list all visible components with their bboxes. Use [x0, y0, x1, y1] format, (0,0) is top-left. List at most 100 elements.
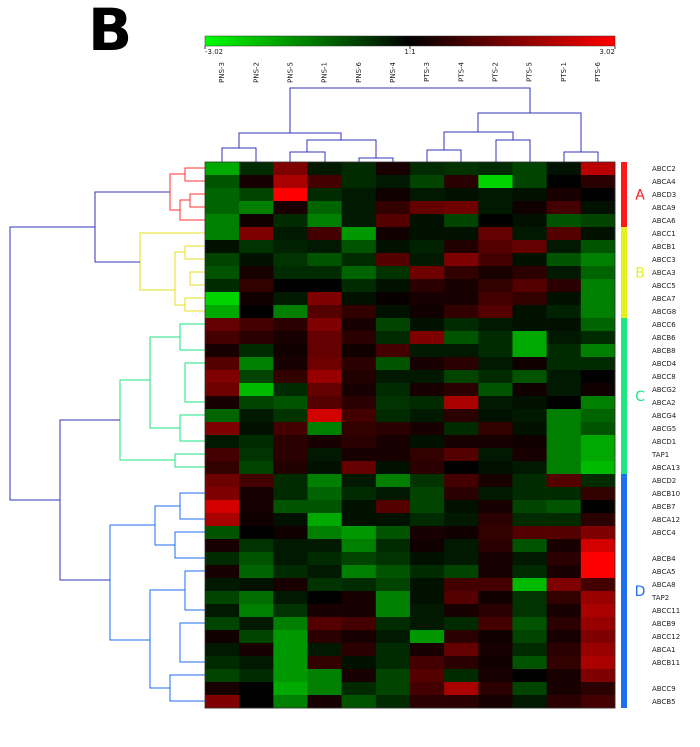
cell	[546, 318, 582, 332]
cell	[239, 682, 274, 696]
cell	[444, 409, 479, 423]
row-label: ABCA5	[652, 568, 676, 576]
cell	[239, 578, 274, 592]
cell	[205, 266, 240, 280]
cell	[410, 279, 445, 293]
row-label: ABCA1	[652, 646, 676, 654]
cell	[239, 383, 274, 397]
cell	[546, 591, 582, 605]
cell	[307, 630, 342, 644]
cell	[375, 162, 411, 176]
cell	[375, 565, 411, 579]
cell	[375, 591, 411, 605]
column-dendrogram	[221, 87, 599, 162]
cluster-bar	[621, 162, 627, 227]
cell	[478, 474, 513, 488]
cell	[478, 188, 513, 202]
cell	[375, 695, 411, 709]
cell	[205, 370, 240, 384]
cell	[341, 591, 377, 605]
row-label: ABCB9	[652, 620, 676, 628]
cell	[239, 227, 274, 241]
cell	[546, 175, 582, 189]
cell	[410, 318, 445, 332]
cell	[478, 201, 513, 215]
cell	[478, 656, 513, 670]
row-label: ABCD4	[652, 360, 677, 368]
cell	[546, 227, 582, 241]
cell	[410, 604, 445, 618]
column-label: PNS-5	[286, 62, 294, 83]
cell	[546, 630, 582, 644]
column-label: PTS-3	[423, 62, 431, 82]
cell	[512, 630, 547, 644]
cell	[239, 279, 274, 293]
cell	[580, 318, 616, 332]
cell	[307, 682, 342, 696]
cell	[546, 422, 582, 436]
cell	[273, 266, 308, 280]
cell	[580, 604, 616, 618]
cell	[546, 370, 582, 384]
cell	[580, 409, 616, 423]
row-label: ABCB5	[652, 698, 676, 706]
cell	[307, 357, 342, 371]
cell	[512, 487, 547, 501]
cell	[546, 578, 582, 592]
cell	[410, 253, 445, 267]
cell	[307, 669, 342, 683]
cell	[273, 526, 308, 540]
cell	[512, 500, 547, 514]
cell	[375, 552, 411, 566]
cell	[580, 240, 616, 254]
cell	[205, 214, 240, 228]
cell	[580, 214, 616, 228]
cell	[410, 695, 445, 709]
cell	[341, 526, 377, 540]
cell	[341, 474, 377, 488]
cell	[546, 344, 582, 358]
cell	[478, 513, 513, 527]
cell	[273, 253, 308, 267]
cell	[512, 409, 547, 423]
column-label: PTS-5	[526, 62, 534, 82]
cell	[512, 565, 547, 579]
cell	[273, 344, 308, 358]
cell	[410, 383, 445, 397]
cell	[341, 435, 377, 449]
cell	[444, 240, 479, 254]
cell	[410, 448, 445, 462]
cell	[239, 552, 274, 566]
cell	[478, 565, 513, 579]
cell	[580, 448, 616, 462]
cell	[478, 357, 513, 371]
cell	[580, 435, 616, 449]
cell	[341, 487, 377, 501]
cell	[546, 513, 582, 527]
cell	[580, 461, 616, 475]
cell	[375, 448, 411, 462]
cell	[341, 604, 377, 618]
cell	[580, 487, 616, 501]
cell	[410, 396, 445, 410]
cell	[444, 396, 479, 410]
cell	[239, 253, 274, 267]
row-label: ABCB11	[652, 659, 680, 667]
cell	[239, 305, 274, 319]
column-label: PTS-1	[560, 62, 568, 82]
cell	[239, 513, 274, 527]
cell	[307, 266, 342, 280]
row-label: ABCG5	[652, 425, 676, 433]
cell	[205, 643, 240, 657]
cell	[307, 370, 342, 384]
row-label: TAP2	[651, 594, 669, 602]
cell	[410, 240, 445, 254]
cell	[512, 448, 547, 462]
cell	[410, 643, 445, 657]
cell	[375, 227, 411, 241]
cluster-label: B	[635, 266, 645, 282]
cell	[512, 175, 547, 189]
cell	[375, 461, 411, 475]
cell	[205, 396, 240, 410]
cell	[205, 292, 240, 306]
